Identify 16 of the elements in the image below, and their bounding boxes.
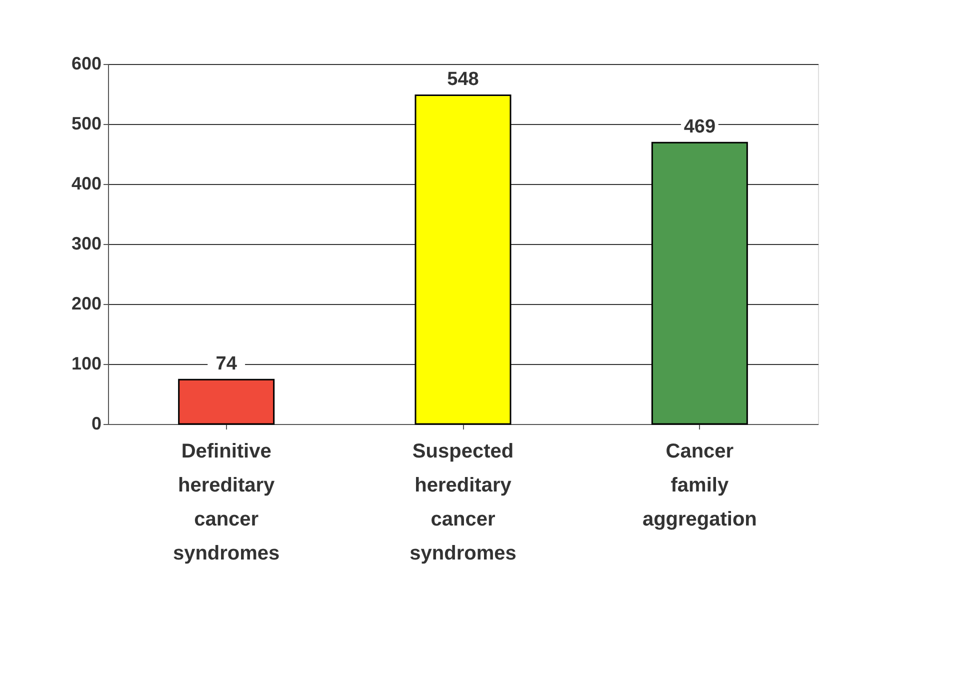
x-tick-label: Cancer family aggregation (642, 440, 757, 530)
bar (414, 94, 512, 425)
data-label: 74 (216, 354, 238, 375)
y-tick-label: 200 (71, 294, 102, 314)
data-label: 548 (447, 69, 479, 90)
y-tick-label: 0 (91, 414, 102, 434)
y-tick-label: 400 (71, 174, 102, 194)
y-tick-label: 600 (71, 54, 102, 74)
x-tick-label: Suspected hereditary cancer syndromes (410, 440, 516, 564)
bar (651, 142, 748, 425)
y-tick-label: 100 (71, 354, 102, 374)
data-label: 469 (684, 116, 716, 138)
y-tick-label: 500 (71, 114, 102, 134)
bar (178, 378, 275, 425)
y-tick-label: 300 (71, 234, 102, 254)
x-tick-label: Definitive hereditary cancer syndromes (172, 440, 280, 564)
